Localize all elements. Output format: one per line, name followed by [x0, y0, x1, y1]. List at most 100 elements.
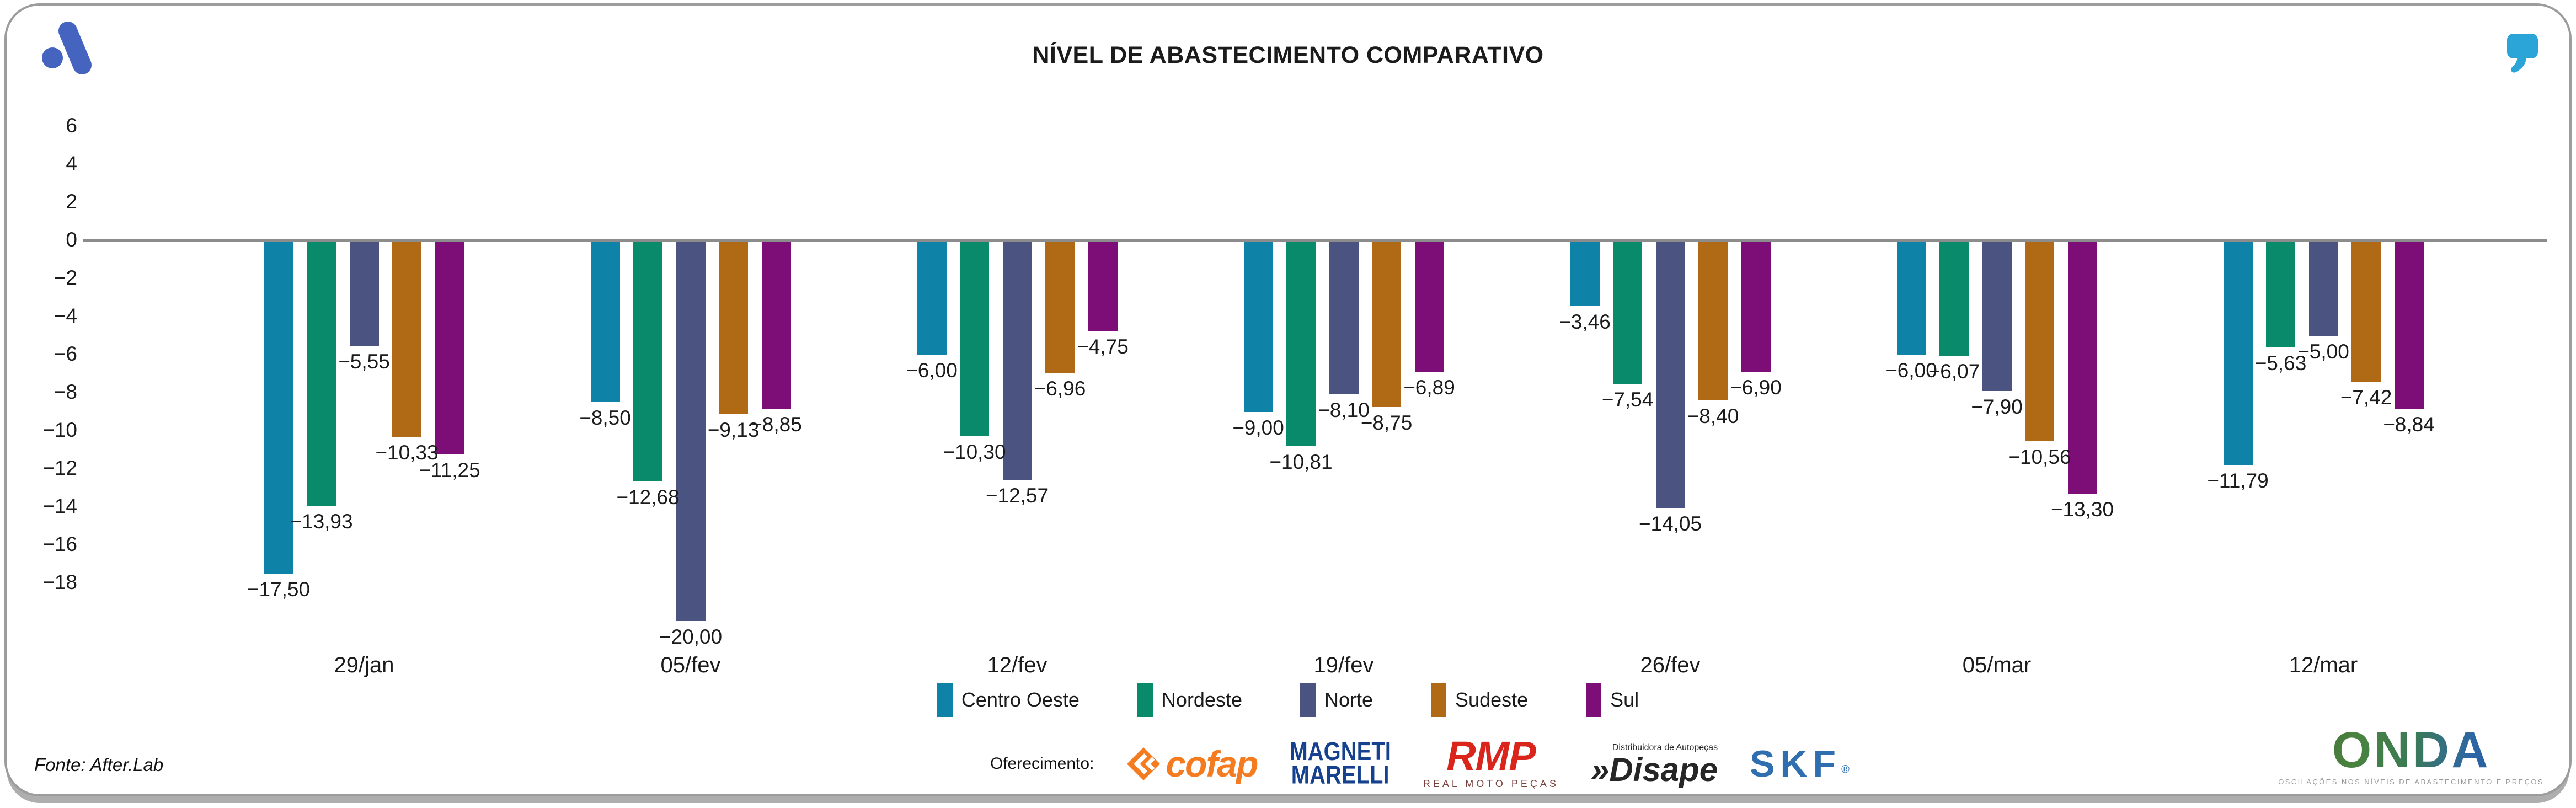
bar-sul	[1741, 240, 1771, 372]
rmp-logo: RMP REAL MOTO PEÇAS	[1423, 733, 1559, 790]
disape-logo: Distribuidora de Autopeças »Disape	[1591, 742, 1718, 786]
bar-value-label: −5,63	[2254, 352, 2307, 375]
bar-value-label: −14,05	[1638, 512, 1702, 535]
bar-sudeste	[1698, 240, 1728, 400]
sponsors-row: Oferecimento: cofap MAGNETI MARELLI RMP …	[990, 731, 1850, 796]
bar-value-label: −10,81	[1269, 450, 1333, 473]
x-tick-label: 05/mar	[1962, 653, 2032, 677]
disape-subtitle: Distribuidora de Autopeças	[1612, 742, 1718, 752]
onda-logo: ONDA OSCILAÇÕES NOS NÍVEIS DE ABASTECIME…	[2278, 725, 2544, 786]
bar-nordeste	[2266, 240, 2295, 348]
bar-sudeste	[1045, 240, 1075, 373]
y-tick-label: −12	[42, 457, 77, 479]
x-tick-label: 29/jan	[334, 653, 394, 677]
bar-value-label: −9,00	[1232, 416, 1284, 439]
bar-value-label: −12,68	[616, 486, 680, 509]
skf-registered-mark: ®	[1841, 763, 1850, 776]
cofap-logo: cofap	[1126, 743, 1258, 785]
legend-label: Sul	[1610, 688, 1639, 711]
bar-centro-oeste	[1243, 240, 1273, 412]
sponsors-label: Oferecimento:	[990, 755, 1094, 773]
bar-value-label: −11,25	[419, 459, 480, 482]
bar-value-label: −8,85	[750, 413, 802, 436]
bar-value-label: −6,90	[1730, 376, 1782, 399]
bar-nordeste	[1939, 240, 1969, 356]
bar-nordeste	[1613, 240, 1642, 384]
legend-swatch	[1137, 683, 1153, 717]
bar-sudeste	[719, 240, 748, 414]
legend: Centro Oeste Nordeste Norte Sudeste Sul	[0, 683, 2576, 717]
y-tick-label: 0	[66, 228, 77, 251]
bar-sudeste	[392, 240, 421, 437]
rmp-subtitle: REAL MOTO PEÇAS	[1423, 778, 1559, 789]
bar-value-label: −11,79	[2207, 469, 2269, 492]
bar-value-label: −10,30	[943, 441, 1006, 464]
bar-value-label: −3,46	[1559, 311, 1611, 334]
bar-norte	[2308, 240, 2338, 336]
bar-sul	[2067, 240, 2097, 494]
x-tick-label: 19/fev	[1313, 653, 1374, 677]
bar-norte	[1002, 240, 1032, 480]
x-tick-label: 26/fev	[1640, 653, 1701, 677]
bar-centro-oeste	[590, 240, 620, 403]
y-tick-label: −10	[42, 419, 77, 441]
rmp-wordmark: RMP	[1446, 733, 1536, 779]
bar-value-label: −6,96	[1034, 377, 1086, 400]
bar-sul	[761, 240, 791, 409]
bar-value-label: −7,54	[1601, 388, 1654, 411]
y-tick-label: −14	[42, 495, 77, 517]
bar-nordeste	[960, 240, 989, 437]
bar-value-label: −20,00	[659, 625, 723, 648]
bar-value-label: −6,00	[906, 359, 958, 382]
bar-value-label: −9,13	[707, 418, 760, 441]
magneti-line2: MARELLI	[1291, 761, 1389, 789]
bar-value-label: −7,90	[1971, 395, 2023, 418]
legend-label: Nordeste	[1161, 688, 1242, 711]
onda-wordmark: ONDA	[2278, 725, 2544, 775]
bar-norte	[676, 240, 706, 621]
onda-tagline: OSCILAÇÕES NOS NÍVEIS DE ABASTECIMENTO E…	[2278, 778, 2544, 786]
bar-value-label: −8,84	[2383, 413, 2435, 436]
bar-value-label: −5,00	[2297, 340, 2349, 363]
bar-value-label: −10,56	[2008, 446, 2071, 469]
legend-item: Sudeste	[1431, 683, 1528, 717]
cofap-wordmark: cofap	[1166, 743, 1258, 784]
bar-sul	[1088, 240, 1118, 331]
legend-label: Centro Oeste	[961, 688, 1079, 711]
magneti-marelli-logo: MAGNETI MARELLI	[1289, 738, 1391, 789]
y-tick-label: −18	[42, 571, 77, 593]
legend-item: Sul	[1586, 683, 1639, 717]
bar-sul	[1414, 240, 1444, 372]
x-axis-zero-line	[83, 239, 2547, 242]
bar-sul	[435, 240, 464, 455]
legend-item: Nordeste	[1137, 683, 1242, 717]
bar-value-label: −13,93	[290, 510, 353, 533]
x-tick-label: 12/fev	[987, 653, 1047, 677]
bar-value-label: −7,42	[2340, 386, 2392, 409]
bar-value-label: −10,33	[375, 441, 439, 464]
bar-value-label: −12,57	[985, 484, 1049, 507]
quote-icon	[2507, 34, 2538, 73]
legend-item: Norte	[1300, 683, 1373, 717]
bar-nordeste	[307, 240, 336, 506]
source-note: Fonte: After.Lab	[34, 755, 164, 775]
magneti-line1: MAGNETI	[1289, 738, 1391, 766]
bar-centro-oeste	[917, 240, 947, 355]
bar-nordeste	[633, 240, 662, 482]
y-tick-label: 2	[66, 190, 77, 213]
bar-value-label: −8,40	[1687, 404, 1739, 427]
bar-value-label: −4,75	[1077, 335, 1129, 358]
bar-value-label: −6,89	[1403, 376, 1455, 399]
y-tick-label: −16	[42, 533, 77, 555]
y-tick-label: −6	[54, 343, 77, 365]
legend-swatch	[1431, 683, 1447, 717]
legend-label: Norte	[1324, 688, 1373, 711]
skf-logo: SKF®	[1750, 742, 1850, 785]
bar-sudeste	[1372, 240, 1401, 407]
bar-value-label: −6,00	[1885, 359, 1937, 382]
bar-sudeste	[2025, 240, 2054, 442]
bar-sudeste	[2351, 240, 2381, 382]
bar-centro-oeste	[264, 240, 293, 574]
bar-value-label: −8,50	[579, 406, 631, 430]
bar-norte	[1655, 240, 1685, 508]
